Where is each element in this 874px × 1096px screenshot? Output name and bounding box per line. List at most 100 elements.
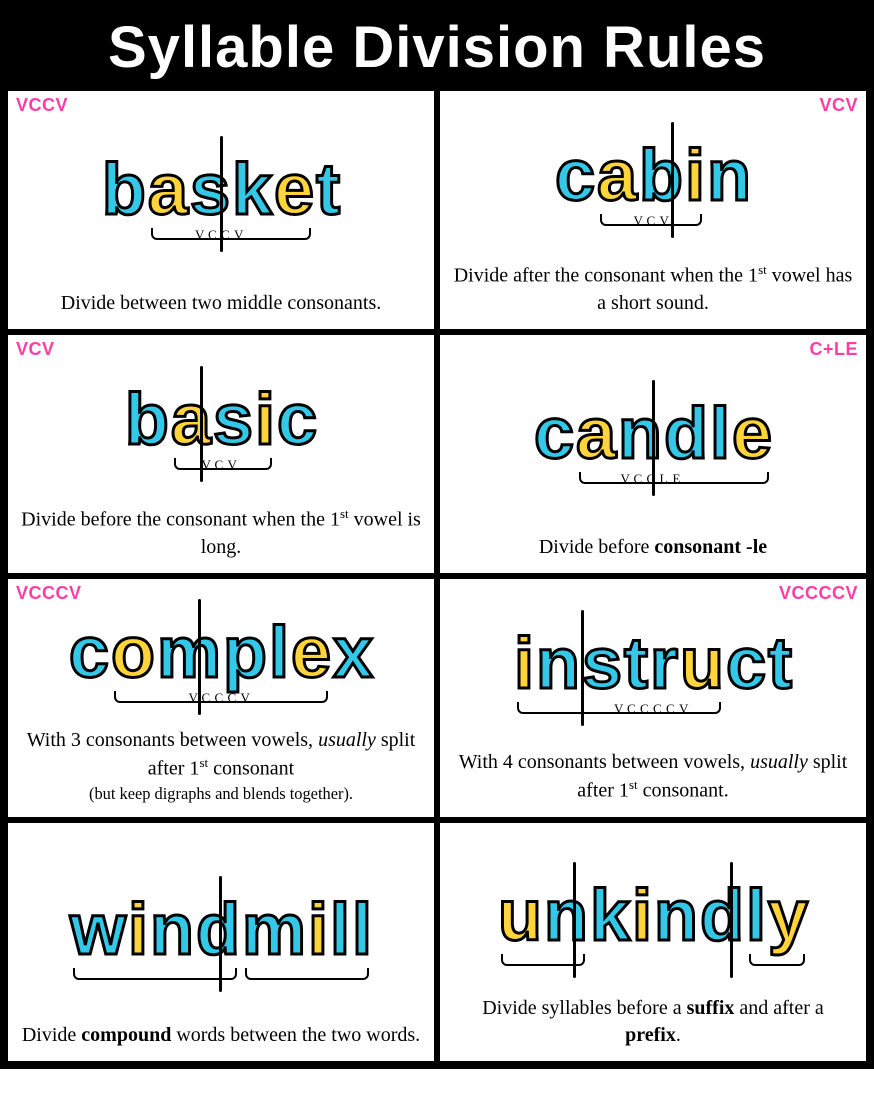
- bracket: [749, 954, 805, 966]
- letter: n: [543, 880, 589, 952]
- example-word: cabin: [554, 140, 752, 212]
- letter: e: [273, 154, 315, 226]
- letter: o: [110, 617, 156, 689]
- letter: n: [706, 140, 752, 212]
- letter: t: [767, 628, 793, 700]
- letter: n: [149, 894, 195, 966]
- letter: a: [575, 398, 617, 470]
- letter: s: [581, 628, 623, 700]
- letter: u: [679, 628, 725, 700]
- word-zone: basketvCCv: [16, 97, 426, 290]
- rule-cell: unkindlyDivide syllables before a suffix…: [440, 823, 866, 1061]
- rule-caption: Divide between two middle consonants.: [16, 290, 426, 321]
- word-zone: cabinvCV: [448, 97, 858, 261]
- bracket: [151, 228, 311, 240]
- letter: l: [268, 617, 290, 689]
- letter: s: [212, 384, 254, 456]
- example-word: instruct: [513, 628, 793, 700]
- syllable-divider: [198, 599, 201, 715]
- word-zone: complexvCCCv: [16, 585, 426, 727]
- word-zone: basicvCV: [16, 341, 426, 505]
- letter: r: [649, 628, 679, 700]
- rule-cell: windmillDivide compound words between th…: [8, 823, 434, 1061]
- letter: b: [638, 140, 684, 212]
- letter: l: [351, 894, 373, 966]
- letter: u: [497, 880, 543, 952]
- letter: i: [684, 140, 706, 212]
- rule-cell: VCVbasicvCVDivide before the consonant w…: [8, 335, 434, 573]
- letter: a: [147, 154, 189, 226]
- letter: d: [699, 880, 745, 952]
- letter: l: [329, 894, 351, 966]
- example-word: unkindly: [497, 880, 809, 952]
- rule-caption: Divide after the consonant when the 1st …: [448, 261, 858, 321]
- example-word: complex: [68, 617, 374, 689]
- rule-caption: Divide syllables before a suffix and aft…: [448, 995, 858, 1053]
- word-zone: windmill: [16, 829, 426, 1022]
- letter: n: [535, 628, 581, 700]
- syllable-divider: [220, 136, 223, 252]
- example-word: basic: [124, 384, 318, 456]
- bracket: [517, 702, 721, 714]
- letter: i: [513, 628, 535, 700]
- letter: s: [189, 154, 231, 226]
- rule-caption: With 4 consonants between vowels, usuall…: [448, 749, 858, 809]
- letter: m: [156, 617, 222, 689]
- letter: b: [124, 384, 170, 456]
- letter: w: [69, 894, 127, 966]
- letter: l: [745, 880, 767, 952]
- poster: Syllable Division Rules VCCVbasketvCCvDi…: [0, 0, 874, 1069]
- syllable-divider: [200, 366, 203, 482]
- letter: i: [307, 894, 329, 966]
- bracket: [600, 214, 702, 226]
- letter: a: [596, 140, 638, 212]
- letter: n: [653, 880, 699, 952]
- letter: c: [554, 140, 596, 212]
- letter: x: [332, 617, 374, 689]
- word-zone: instructvCCCCv: [448, 585, 858, 749]
- letter: i: [127, 894, 149, 966]
- rules-grid: VCCVbasketvCCvDivide between two middle …: [8, 91, 866, 1061]
- letter: m: [241, 894, 307, 966]
- letter: a: [170, 384, 212, 456]
- bracket: [73, 968, 237, 980]
- letter: c: [276, 384, 318, 456]
- letter: p: [222, 617, 268, 689]
- syllable-divider: [730, 862, 733, 978]
- letter: c: [68, 617, 110, 689]
- letter: e: [290, 617, 332, 689]
- letter: c: [725, 628, 767, 700]
- bracket: [174, 458, 272, 470]
- word-zone: candlevCCLe: [448, 341, 858, 534]
- rule-cell: VCCCVcomplexvCCCvWith 3 consonants betwe…: [8, 579, 434, 817]
- bracket: [501, 954, 585, 966]
- bracket: [245, 968, 369, 980]
- page-title: Syllable Division Rules: [8, 8, 866, 91]
- letter: i: [631, 880, 653, 952]
- syllable-divider: [652, 380, 655, 496]
- letter: i: [254, 384, 276, 456]
- letter: e: [731, 398, 773, 470]
- letter: k: [231, 154, 273, 226]
- rule-cell: C+LEcandlevCCLeDivide before consonant -…: [440, 335, 866, 573]
- rule-caption: Divide compound words between the two wo…: [16, 1022, 426, 1053]
- letter: l: [709, 398, 731, 470]
- word-zone: unkindly: [448, 829, 858, 995]
- rule-cell: VCCCCVinstructvCCCCvWith 4 consonants be…: [440, 579, 866, 817]
- rule-caption: With 3 consonants between vowels, usuall…: [16, 727, 426, 809]
- rule-cell: VCVcabinvCVDivide after the consonant wh…: [440, 91, 866, 329]
- letter: t: [315, 154, 341, 226]
- letter: b: [101, 154, 147, 226]
- letter: n: [617, 398, 663, 470]
- bracket: [579, 472, 769, 484]
- bracket: [114, 691, 328, 703]
- syllable-divider: [671, 122, 674, 238]
- rule-caption: Divide before consonant -le: [448, 534, 858, 565]
- letter: d: [195, 894, 241, 966]
- rule-cell: VCCVbasketvCCvDivide between two middle …: [8, 91, 434, 329]
- letter: d: [663, 398, 709, 470]
- letter: c: [533, 398, 575, 470]
- letter: y: [767, 880, 809, 952]
- letter: k: [589, 880, 631, 952]
- rule-caption: Divide before the consonant when the 1st…: [16, 505, 426, 565]
